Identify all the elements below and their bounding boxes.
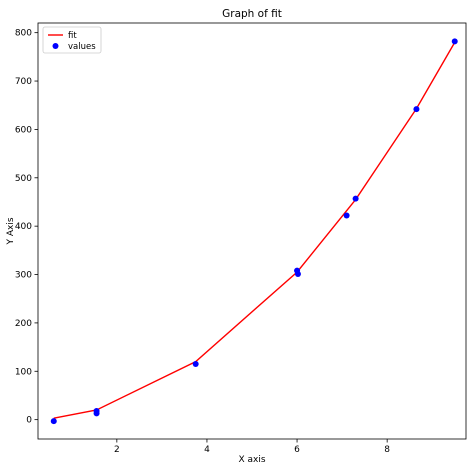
y-tick-label: 0 bbox=[26, 416, 32, 426]
y-tick-label: 200 bbox=[15, 319, 32, 329]
y-tick-label: 500 bbox=[15, 174, 32, 184]
value-point bbox=[343, 212, 350, 219]
y-tick-label: 300 bbox=[15, 271, 32, 281]
x-tick-label: 4 bbox=[204, 445, 210, 455]
value-point bbox=[294, 271, 301, 278]
y-tick-label: 700 bbox=[15, 77, 32, 87]
legend-label: values bbox=[68, 42, 96, 52]
y-axis-label: Y Axis bbox=[6, 217, 16, 245]
value-point bbox=[93, 410, 100, 417]
chart-title: Graph of fit bbox=[222, 8, 282, 20]
value-point bbox=[192, 361, 199, 368]
y-tick-label: 800 bbox=[15, 29, 32, 39]
series-layer bbox=[50, 38, 458, 425]
plot-area bbox=[37, 22, 467, 440]
y-tick-label: 100 bbox=[15, 367, 32, 377]
legend-label: fit bbox=[68, 31, 77, 41]
x-tick-label: 2 bbox=[114, 445, 120, 455]
value-point bbox=[352, 195, 359, 202]
x-axis-ticks: 2 4 6 8 bbox=[114, 439, 390, 455]
legend-values-swatch bbox=[52, 43, 59, 49]
y-tick-label: 400 bbox=[15, 222, 32, 232]
x-tick-label: 6 bbox=[294, 445, 300, 455]
y-axis-ticks: 0 100 200 300 400 500 600 700 800 bbox=[15, 29, 38, 426]
x-axis-label: X axis bbox=[238, 455, 265, 465]
value-point bbox=[50, 418, 57, 425]
value-point bbox=[451, 38, 458, 45]
x-tick-label: 8 bbox=[384, 445, 390, 455]
value-point bbox=[413, 106, 420, 113]
y-tick-label: 600 bbox=[15, 125, 32, 135]
